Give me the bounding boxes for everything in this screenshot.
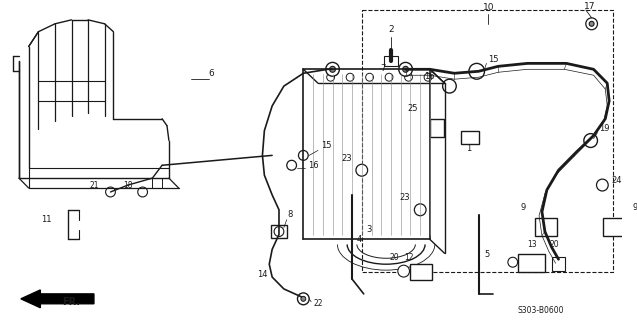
Circle shape	[443, 79, 456, 93]
Text: 20: 20	[550, 240, 559, 249]
Text: 20: 20	[389, 253, 399, 262]
Circle shape	[287, 160, 296, 170]
Text: 4: 4	[357, 235, 362, 244]
Text: 18: 18	[124, 180, 133, 189]
Text: 19: 19	[599, 124, 610, 133]
Text: 3: 3	[366, 225, 371, 234]
Text: 21: 21	[89, 180, 99, 189]
Circle shape	[398, 265, 410, 277]
Text: 15: 15	[321, 141, 331, 150]
Text: 16: 16	[424, 72, 435, 81]
Text: 9: 9	[633, 203, 637, 212]
Text: 17: 17	[584, 3, 596, 12]
Text: S303-B0600: S303-B0600	[518, 306, 564, 315]
Text: FR.: FR.	[62, 297, 80, 307]
Text: 11: 11	[41, 215, 52, 224]
Bar	[552, 257, 566, 271]
Bar	[410, 264, 432, 280]
Circle shape	[385, 73, 393, 81]
Bar	[384, 56, 398, 66]
Text: 14: 14	[257, 269, 268, 279]
Text: 5: 5	[485, 250, 490, 259]
Text: 9: 9	[520, 203, 526, 212]
Circle shape	[346, 73, 354, 81]
Circle shape	[586, 18, 598, 30]
Text: 6: 6	[209, 69, 215, 78]
Circle shape	[403, 66, 408, 72]
Circle shape	[366, 73, 373, 81]
Text: 16: 16	[308, 161, 319, 170]
Circle shape	[301, 296, 306, 301]
Text: 1: 1	[466, 144, 471, 153]
Bar	[430, 119, 443, 137]
Text: 15: 15	[489, 55, 499, 64]
Circle shape	[399, 62, 412, 76]
Circle shape	[138, 187, 148, 197]
Bar	[362, 10, 613, 272]
Circle shape	[356, 164, 368, 176]
Bar	[603, 218, 625, 236]
Circle shape	[274, 227, 284, 236]
Text: 8: 8	[288, 210, 293, 219]
Bar	[535, 218, 557, 236]
Circle shape	[329, 66, 336, 72]
Circle shape	[424, 73, 432, 81]
Circle shape	[106, 187, 115, 197]
Circle shape	[596, 179, 608, 191]
Circle shape	[404, 73, 412, 81]
Bar	[518, 254, 545, 272]
Circle shape	[415, 204, 426, 216]
Circle shape	[327, 73, 334, 81]
Text: 25: 25	[408, 104, 419, 113]
FancyArrow shape	[21, 290, 94, 308]
Text: 23: 23	[400, 193, 410, 203]
Circle shape	[299, 150, 308, 160]
Circle shape	[508, 257, 518, 267]
Text: 7: 7	[380, 64, 386, 73]
Text: 12: 12	[404, 253, 413, 262]
Circle shape	[584, 134, 598, 148]
Text: 22: 22	[313, 299, 322, 308]
Circle shape	[297, 293, 309, 305]
Circle shape	[469, 63, 485, 79]
Circle shape	[326, 62, 340, 76]
Text: 10: 10	[483, 4, 494, 12]
Bar	[461, 131, 478, 145]
Text: 23: 23	[341, 154, 352, 163]
Bar	[271, 225, 287, 238]
Text: 24: 24	[611, 176, 622, 185]
Text: 13: 13	[527, 240, 537, 249]
Text: 2: 2	[388, 25, 394, 34]
Circle shape	[589, 21, 594, 26]
